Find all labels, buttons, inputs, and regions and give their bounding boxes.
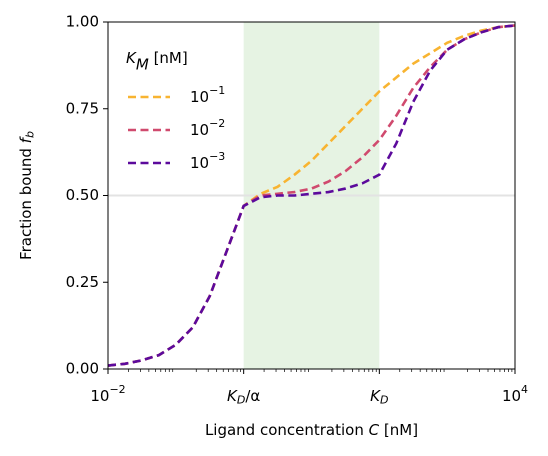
- y-axis-label: Fraction bound fb: [17, 131, 37, 260]
- x-tick-label: KD/α: [227, 387, 260, 407]
- legend-label: 10−1: [190, 84, 225, 106]
- y-tick-label: 0.00: [66, 360, 99, 378]
- legend-title: KM [nM]: [126, 49, 188, 73]
- x-tick-label: KD: [370, 387, 388, 407]
- legend-label: 10−3: [190, 150, 225, 172]
- y-tick-label: 0.75: [66, 99, 99, 117]
- x-axis-label: Ligand concentration C [nM]: [205, 421, 418, 439]
- y-tick-label: 1.00: [66, 13, 99, 31]
- data-line: [107, 24, 516, 367]
- x-tick-label: 10−2: [90, 383, 125, 405]
- y-tick-label: 0.50: [66, 186, 99, 204]
- x-tick-label: 104: [502, 383, 528, 405]
- legend-label: 10−2: [190, 117, 225, 139]
- y-tick-label: 0.25: [66, 273, 99, 291]
